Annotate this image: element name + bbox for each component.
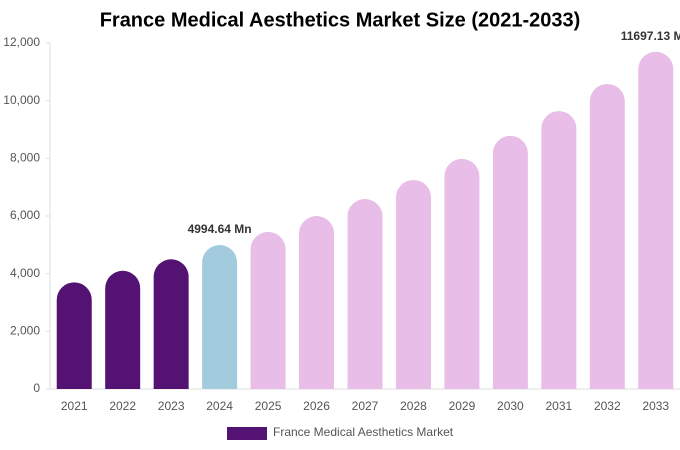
x-tick-label: 2032 [594, 399, 621, 413]
legend-swatch [227, 427, 267, 440]
y-tick-label: 4,000 [10, 266, 40, 280]
x-tick-label: 2028 [400, 399, 427, 413]
bar [202, 244, 238, 389]
bar [153, 259, 189, 389]
value-label: 4994.64 Mn [188, 222, 252, 236]
chart-title: France Medical Aesthetics Market Size (2… [100, 9, 581, 31]
bar [299, 216, 335, 389]
x-tick-label: 2022 [109, 399, 136, 413]
bar [56, 282, 92, 389]
x-tick-label: 2023 [158, 399, 185, 413]
y-tick-label: 0 [33, 381, 40, 395]
bar [347, 198, 383, 389]
x-tick-label: 2030 [497, 399, 524, 413]
legend-label: France Medical Aesthetics Market [273, 425, 454, 439]
x-tick-label: 2026 [303, 399, 330, 413]
bar [105, 270, 141, 389]
x-tick-label: 2027 [352, 399, 379, 413]
bar [250, 231, 286, 389]
bar [638, 51, 674, 389]
x-tick-label: 2021 [61, 399, 88, 413]
x-tick-label: 2029 [449, 399, 476, 413]
y-tick-label: 8,000 [10, 151, 40, 165]
bar [589, 83, 625, 390]
y-tick-label: 10,000 [3, 93, 40, 107]
y-tick-label: 12,000 [3, 35, 40, 49]
bar [492, 135, 528, 389]
x-tick-label: 2033 [642, 399, 669, 413]
x-tick-label: 2024 [206, 399, 233, 413]
bar [395, 179, 431, 389]
value-label: 11697.13 Mn [621, 29, 680, 43]
bar [541, 111, 577, 389]
bar [444, 158, 480, 389]
y-tick-label: 2,000 [10, 324, 40, 338]
x-tick-label: 2025 [255, 399, 282, 413]
y-tick-label: 6,000 [10, 208, 40, 222]
x-tick-label: 2031 [545, 399, 572, 413]
